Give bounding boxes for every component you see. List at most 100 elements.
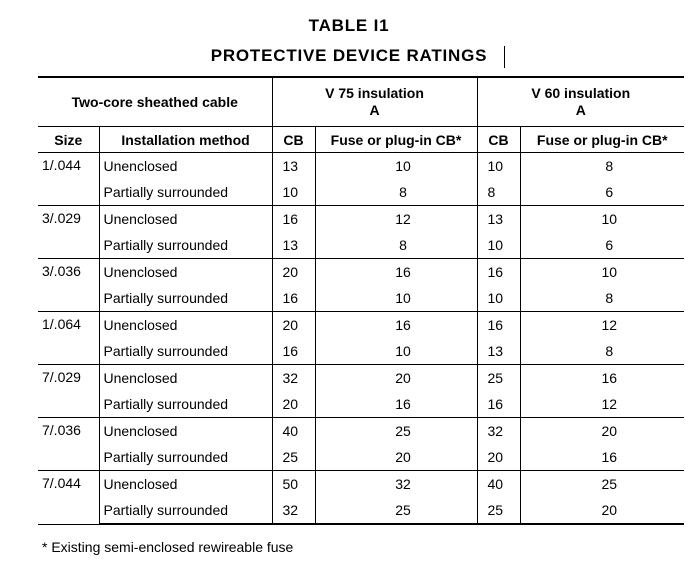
v75-header-unit: A xyxy=(369,102,380,118)
table-row: Partially surrounded 13 8 10 6 xyxy=(38,232,685,259)
table-body: 1/.044 Unenclosed 13 10 10 8 Partially surroun… xyxy=(38,152,685,525)
v60-fuse-cell: 20 xyxy=(519,497,685,525)
method-cell: Partially surrounded xyxy=(98,391,273,418)
v75-cb-cell: 40 xyxy=(271,417,316,444)
size-cell: 3/.036 xyxy=(38,258,99,312)
table-title: PROTECTIVE DEVICE RATINGS xyxy=(210,46,488,65)
v75-fuse-cell: 8 xyxy=(314,232,478,259)
v75-cb-cell: 16 xyxy=(271,285,316,312)
size-cell: 3/.029 xyxy=(38,205,99,259)
v60-fuse-cell: 16 xyxy=(519,364,685,391)
method-column-header: Installation method xyxy=(98,126,273,153)
table-row: 7/.044 Unenclosed 50 32 40 25 xyxy=(38,470,685,525)
v60-cb-cell: 10 xyxy=(476,285,521,312)
table-row: 3/.029 Unenclosed 16 12 13 10 xyxy=(38,205,685,259)
v75-cb-cell: 32 xyxy=(271,497,316,525)
table-row: Partially surrounded 20 16 16 12 xyxy=(38,391,685,418)
table-row: 3/.036 Unenclosed 20 16 16 10 xyxy=(38,258,685,312)
v75-fuse-cell: 16 xyxy=(314,311,478,338)
v60-header-unit: A xyxy=(575,102,586,118)
v75-fuse-cell: 16 xyxy=(314,391,478,418)
v60-cb-cell: 10 xyxy=(476,232,521,259)
size-cell: 1/.064 xyxy=(38,311,99,365)
v75-cb-cell: 25 xyxy=(271,444,316,471)
v60-fuse-cell: 6 xyxy=(519,232,685,259)
v75-fuse-cell: 20 xyxy=(314,364,478,391)
size-cell: 7/.044 xyxy=(38,470,99,525)
method-cell: Unenclosed xyxy=(98,417,273,444)
v75-cb-cell: 16 xyxy=(271,338,316,365)
v75-fuse-cell: 10 xyxy=(314,338,478,365)
v75-fuse-cell: 16 xyxy=(314,258,478,285)
v75-fuse-cell: 12 xyxy=(314,205,478,232)
method-cell: Partially surrounded xyxy=(98,444,273,471)
v75-cb-cell: 20 xyxy=(271,258,316,285)
method-cell: Partially surrounded xyxy=(98,338,273,365)
v60-cb-cell: 8 xyxy=(476,179,521,206)
method-cell: Unenclosed xyxy=(98,152,273,179)
v75-cb-cell: 13 xyxy=(271,152,316,179)
v60-group-header: V 60 insulation A xyxy=(476,76,685,127)
table-row: Partially surrounded 32 25 25 20 xyxy=(38,497,685,525)
v60-fuse-cell: 8 xyxy=(519,338,685,365)
table-number: TABLE I1 xyxy=(308,16,390,35)
text-cursor xyxy=(504,46,505,68)
method-cell: Unenclosed xyxy=(98,205,273,232)
v60-cb-cell: 32 xyxy=(476,417,521,444)
footnote: * Existing semi-enclosed rewireable fuse xyxy=(42,539,294,555)
v60-fuse-cell: 12 xyxy=(519,311,685,338)
method-cell: Partially surrounded xyxy=(98,232,273,259)
method-cell: Unenclosed xyxy=(98,364,273,391)
v60-cb-cell: 13 xyxy=(476,205,521,232)
method-cell: Unenclosed xyxy=(98,311,273,338)
v75-fuse-cell: 25 xyxy=(314,417,478,444)
table-row: Partially surrounded 25 20 20 16 xyxy=(38,444,685,471)
table-row: Partially surrounded 10 8 8 6 xyxy=(38,179,685,206)
table-row: Partially surrounded 16 10 13 8 xyxy=(38,338,685,365)
v60-cb-cell: 40 xyxy=(476,470,521,497)
v75-fuse-cell: 20 xyxy=(314,444,478,471)
v60-cb-column-header: CB xyxy=(476,126,521,153)
v60-cb-cell: 16 xyxy=(476,391,521,418)
v60-cb-cell: 25 xyxy=(476,497,521,525)
v60-cb-cell: 16 xyxy=(476,311,521,338)
size-cell: 7/.036 xyxy=(38,417,99,471)
v75-fuse-cell: 25 xyxy=(314,497,478,525)
v75-cb-cell: 20 xyxy=(271,311,316,338)
v75-cb-cell: 50 xyxy=(271,470,316,497)
v60-fuse-cell: 25 xyxy=(519,470,685,497)
v60-cb-cell: 20 xyxy=(476,444,521,471)
v75-cb-cell: 20 xyxy=(271,391,316,418)
table-row: 7/.036 Unenclosed 40 25 32 20 xyxy=(38,417,685,471)
size-cell: 1/.044 xyxy=(38,152,99,206)
v60-cb-cell: 16 xyxy=(476,258,521,285)
v75-header-line1: V 75 insulation xyxy=(325,85,424,101)
v75-fuse-cell: 10 xyxy=(314,152,478,179)
v75-fuse-cell: 8 xyxy=(314,179,478,206)
v60-fuse-cell: 10 xyxy=(519,205,685,232)
v75-cb-cell: 16 xyxy=(271,205,316,232)
v75-fuse-cell: 10 xyxy=(314,285,478,312)
v75-cb-cell: 32 xyxy=(271,364,316,391)
table-row: 1/.044 Unenclosed 13 10 10 8 xyxy=(38,152,685,206)
v60-fuse-cell: 8 xyxy=(519,285,685,312)
table-row: Partially surrounded 16 10 10 8 xyxy=(38,285,685,312)
v75-fuse-cell: 32 xyxy=(314,470,478,497)
method-cell: Partially surrounded xyxy=(98,285,273,312)
table-row: 7/.029 Unenclosed 32 20 25 16 xyxy=(38,364,685,418)
v60-fuse-cell: 16 xyxy=(519,444,685,471)
size-column-header: Size xyxy=(38,126,99,153)
v60-cb-cell: 25 xyxy=(476,364,521,391)
v60-cb-cell: 10 xyxy=(476,152,521,179)
v60-header-line1: V 60 insulation xyxy=(531,85,631,101)
v60-fuse-cell: 20 xyxy=(519,417,685,444)
v60-fuse-cell: 10 xyxy=(519,258,685,285)
v75-cb-cell: 10 xyxy=(271,179,316,206)
cable-group-header: Two-core sheathed cable xyxy=(38,76,273,127)
v75-group-header: V 75 insulation A xyxy=(271,76,478,127)
v75-fuse-column-header: Fuse or plug-in CB* xyxy=(314,126,478,153)
v60-cb-cell: 13 xyxy=(476,338,521,365)
ratings-table: Two-core sheathed cable V 75 insulation … xyxy=(38,76,685,525)
method-cell: Unenclosed xyxy=(98,258,273,285)
v60-fuse-cell: 6 xyxy=(519,179,685,206)
